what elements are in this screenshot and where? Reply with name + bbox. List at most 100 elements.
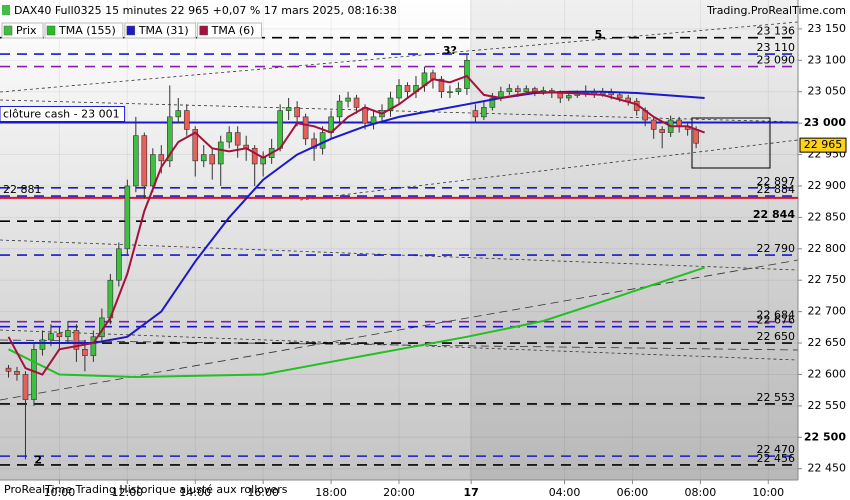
candle-body	[5, 367, 12, 372]
candle-body	[192, 129, 199, 162]
zone-box	[691, 117, 771, 169]
legend-box	[197, 22, 262, 39]
logo	[2, 5, 10, 15]
legend-box	[1, 22, 44, 39]
candle-body	[302, 116, 309, 140]
y-tick-label: 22 900	[808, 179, 847, 192]
candle-body	[464, 60, 470, 89]
candle-body	[14, 371, 20, 375]
candle-body	[200, 154, 207, 162]
candle-body	[515, 88, 521, 93]
level-label: 22 844	[753, 208, 795, 221]
candle-body	[116, 248, 122, 281]
level-label: 22 884	[757, 183, 796, 196]
candle-body	[319, 132, 326, 149]
legend-swatch	[3, 25, 13, 36]
price-label: 22 965	[804, 138, 843, 151]
y-tick-label: 22 450	[808, 462, 847, 475]
candle-body	[48, 333, 54, 341]
y-axis-area	[798, 0, 850, 500]
candle-body	[523, 88, 530, 93]
legend-label: TMA (6)	[211, 24, 255, 37]
candle-body	[31, 349, 37, 400]
candle-body	[277, 110, 283, 149]
x-tick-label: 10:00	[752, 486, 784, 499]
candle-body	[175, 110, 182, 118]
candle-body	[65, 330, 71, 338]
footer: ProRealTime Trading Historique ajusté au…	[4, 483, 288, 496]
x-axis-area	[0, 480, 850, 500]
candle-body	[285, 107, 292, 111]
candle-body	[124, 185, 131, 250]
candle-body	[226, 132, 233, 143]
price-label-box	[799, 137, 847, 153]
candle-body	[455, 88, 462, 93]
session-shade	[470, 0, 798, 480]
ma-line	[8, 266, 705, 379]
level-label: 22 456	[757, 452, 796, 465]
x-tick-label: 04:00	[549, 486, 581, 499]
y-tick-label: 23 050	[808, 85, 847, 98]
y-tick-label: 23 100	[808, 53, 847, 66]
candle-body	[234, 132, 241, 146]
candle-body	[336, 100, 343, 118]
candle-body	[565, 95, 572, 99]
level-label: 22 470	[757, 443, 796, 456]
legend-swatch	[46, 25, 56, 36]
ma-line	[7, 74, 705, 376]
x-tick-label: 16:00	[247, 486, 279, 499]
y-tick-label: 22 500	[804, 430, 846, 443]
legend-label: TMA (31)	[138, 24, 189, 37]
candle-body	[166, 116, 173, 162]
candle-body	[387, 97, 394, 111]
candle-body	[370, 116, 377, 124]
y-tick-label: 23 150	[808, 22, 847, 35]
legend-box	[44, 22, 124, 39]
y-tick-label: 22 700	[808, 305, 847, 318]
candle-body	[362, 107, 368, 124]
candle-body	[693, 129, 699, 144]
candle-body	[481, 107, 487, 118]
legend-swatch	[199, 25, 208, 36]
candle-body	[447, 91, 453, 94]
candle-body	[650, 119, 657, 130]
level-label: 22 676	[757, 314, 796, 327]
candle-body	[183, 110, 190, 130]
x-tick-label: 08:00	[685, 486, 717, 499]
candle-body	[616, 94, 623, 99]
level-label: 22 650	[757, 330, 796, 343]
x-tick-label: 18:00	[315, 486, 347, 499]
candle-body	[353, 97, 360, 108]
y-tick-label: 22 650	[808, 336, 847, 349]
y-tick-label: 22 600	[808, 367, 847, 380]
level-label: 22 881	[3, 183, 42, 196]
level-label: 23 110	[757, 41, 796, 54]
candle-body	[345, 97, 351, 102]
annotation: 2	[34, 454, 42, 467]
candle-body	[90, 336, 97, 356]
level-label: 23 090	[757, 54, 796, 67]
x-tick-label: 14:00	[179, 486, 211, 499]
x-tick-label: 12:00	[111, 486, 143, 499]
legend-label: Prix	[16, 24, 37, 37]
chart-title: DAX40 Full0325 15 minutes 22 965 +0,07 %…	[14, 4, 397, 17]
y-tick-label: 22 850	[808, 210, 847, 223]
candle-body	[150, 154, 156, 187]
level-label: 23 136	[757, 25, 796, 38]
x-tick-label: 10:00	[44, 486, 76, 499]
candle-body	[73, 330, 80, 350]
candle-body	[217, 141, 224, 165]
x-tick-label: 06:00	[617, 486, 649, 499]
candle-body	[251, 147, 258, 165]
candle-body	[311, 138, 317, 149]
y-tick-label: 23 000	[804, 116, 846, 129]
level-label: 22 553	[757, 391, 796, 404]
annotation: 5	[595, 28, 603, 41]
candle-body	[396, 85, 402, 99]
candle-body	[438, 78, 445, 93]
candle-body	[56, 333, 63, 338]
ma-line	[8, 90, 705, 344]
source: Trading.ProRealTime.com	[706, 4, 846, 17]
candle-body	[133, 135, 139, 187]
